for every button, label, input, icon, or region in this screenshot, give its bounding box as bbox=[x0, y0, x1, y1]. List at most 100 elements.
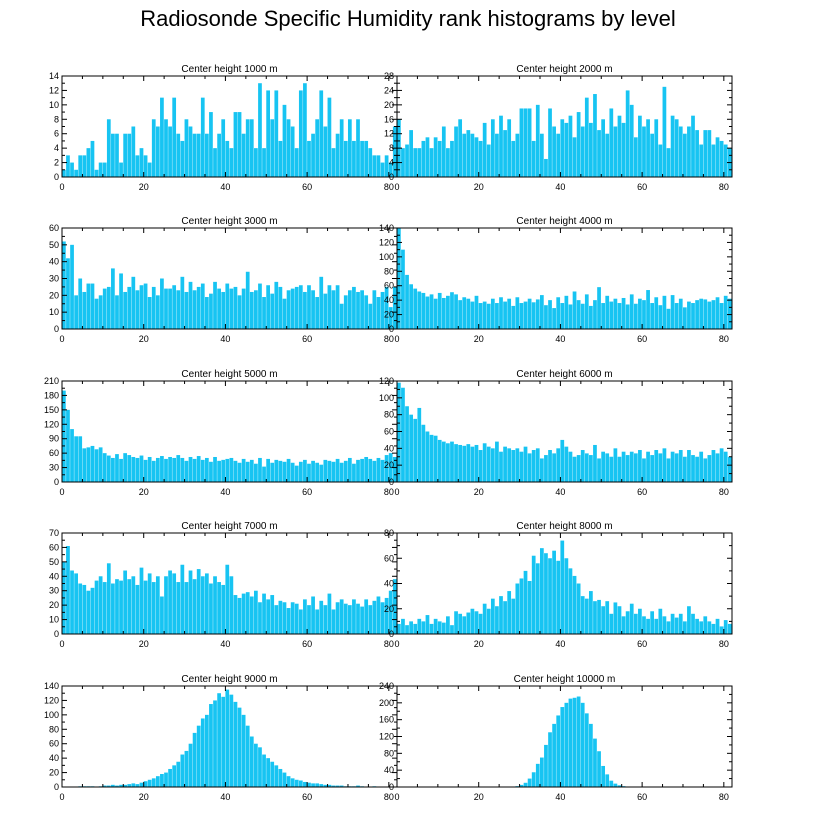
histogram-bar bbox=[147, 297, 152, 329]
histogram-bar bbox=[695, 300, 699, 329]
histogram-bar bbox=[192, 458, 197, 482]
y-axis: 0 10 20 30 40 50 60 70 bbox=[49, 528, 397, 639]
histogram-bar bbox=[151, 286, 156, 329]
histogram-bar bbox=[515, 448, 520, 482]
y-axis: 0 20 40 60 80 100 120 bbox=[379, 376, 732, 487]
histogram-bar bbox=[225, 689, 230, 787]
y-tick-label: 60 bbox=[49, 542, 59, 552]
histogram-bar bbox=[172, 285, 177, 329]
histogram-bar bbox=[254, 590, 258, 634]
histogram-bar bbox=[617, 303, 622, 329]
histogram-bar bbox=[213, 456, 217, 482]
histogram-bar bbox=[535, 763, 540, 787]
histogram-bar bbox=[666, 458, 671, 482]
histogram-bar bbox=[335, 458, 340, 482]
histogram-bar bbox=[180, 754, 185, 787]
histogram-bar bbox=[605, 295, 610, 329]
histogram-bar bbox=[70, 570, 74, 634]
histogram-bar bbox=[188, 743, 193, 787]
histogram-bar bbox=[98, 447, 103, 482]
histogram-bar bbox=[486, 446, 491, 482]
histogram-bar bbox=[670, 115, 675, 177]
histogram-bar bbox=[646, 618, 650, 634]
histogram-bar bbox=[597, 458, 601, 482]
histogram-bar bbox=[482, 301, 487, 329]
histogram-bar bbox=[642, 300, 646, 329]
histogram-bar bbox=[556, 715, 561, 787]
y-tick-label: 50 bbox=[49, 557, 59, 567]
histogram-bar bbox=[584, 713, 589, 787]
histogram-bar bbox=[111, 784, 115, 787]
histogram-bar bbox=[168, 768, 172, 787]
histogram-bar bbox=[519, 784, 524, 787]
histogram-panel: Center height 9000 m0 20 40 60 8002040608010… bbox=[44, 674, 398, 802]
histogram-bar bbox=[106, 785, 111, 787]
y-tick-label: 70 bbox=[49, 528, 59, 538]
histogram-bar bbox=[421, 292, 426, 329]
histogram-bar bbox=[298, 285, 303, 329]
histogram-bar bbox=[74, 436, 78, 482]
histogram-bar bbox=[115, 133, 119, 177]
histogram-bar bbox=[303, 599, 307, 634]
x-tick-label: 80 bbox=[384, 182, 394, 192]
histogram-bar bbox=[66, 545, 70, 634]
histogram-bar bbox=[486, 144, 491, 177]
histogram-bar bbox=[691, 613, 695, 634]
histogram-bar bbox=[192, 133, 197, 177]
histogram-bar bbox=[441, 441, 446, 482]
histogram-bar bbox=[343, 295, 348, 329]
y-tick-label: 20 bbox=[384, 604, 394, 614]
y-tick-label: 0 bbox=[389, 324, 394, 334]
histogram-bar bbox=[278, 600, 283, 634]
histogram-bar bbox=[294, 286, 299, 329]
histogram-bar bbox=[241, 458, 246, 482]
y-tick-label: 40 bbox=[384, 295, 394, 305]
y-tick-label: 120 bbox=[44, 419, 59, 429]
histogram-bar bbox=[666, 308, 671, 329]
x-tick-label: 40 bbox=[220, 334, 230, 344]
histogram-bar bbox=[527, 108, 532, 177]
histogram-bar bbox=[388, 453, 393, 482]
histogram-bar bbox=[609, 613, 614, 634]
histogram-bar bbox=[601, 606, 606, 634]
histogram-bar bbox=[670, 295, 675, 329]
histogram-bar bbox=[237, 295, 242, 329]
histogram-panel: Center height 6000 m0 20 40 60 8002040608010… bbox=[379, 369, 733, 497]
histogram-bar bbox=[650, 133, 655, 177]
histogram-bar bbox=[539, 757, 544, 787]
x-axis: 0 20 40 60 80 bbox=[394, 228, 729, 344]
histogram-bar bbox=[151, 460, 156, 482]
histogram-bar bbox=[294, 779, 299, 787]
x-axis: 0 20 40 60 80 bbox=[59, 76, 394, 192]
histogram-bar bbox=[601, 765, 606, 787]
x-axis: 0 20 40 60 80 bbox=[59, 686, 394, 802]
histogram-bar bbox=[221, 291, 226, 329]
histogram-bar bbox=[617, 785, 622, 787]
histogram-bar bbox=[401, 249, 405, 329]
histogram-bar bbox=[376, 596, 381, 634]
histogram-bar bbox=[687, 606, 691, 634]
histogram-bar bbox=[613, 126, 618, 177]
histogram-bar bbox=[200, 97, 205, 177]
histogram-bar bbox=[176, 290, 181, 329]
histogram-bar bbox=[78, 155, 83, 177]
histogram-bar bbox=[437, 621, 442, 634]
histogram-panel: Center height 5000 m0 20 40 60 8003060901201… bbox=[44, 369, 398, 497]
histogram-bar bbox=[282, 602, 287, 634]
figure-title: Radiosonde Specific Humidity rank histog… bbox=[140, 6, 676, 31]
histogram-bar bbox=[319, 90, 324, 177]
histogram-bar bbox=[127, 579, 132, 634]
histogram-bar bbox=[670, 451, 675, 482]
histogram-bar bbox=[535, 448, 540, 482]
histogram-bar bbox=[229, 576, 234, 634]
y-tick-label: 60 bbox=[384, 553, 394, 563]
histogram-bar bbox=[90, 587, 95, 634]
y-tick-label: 210 bbox=[44, 376, 59, 386]
histogram-bar bbox=[425, 137, 430, 177]
histogram-bar bbox=[711, 144, 716, 177]
histogram-bar bbox=[221, 119, 226, 177]
histogram-bar bbox=[617, 456, 622, 482]
x-tick-label: 40 bbox=[220, 182, 230, 192]
histogram-bar bbox=[593, 601, 597, 634]
x-tick-label: 60 bbox=[637, 792, 647, 802]
